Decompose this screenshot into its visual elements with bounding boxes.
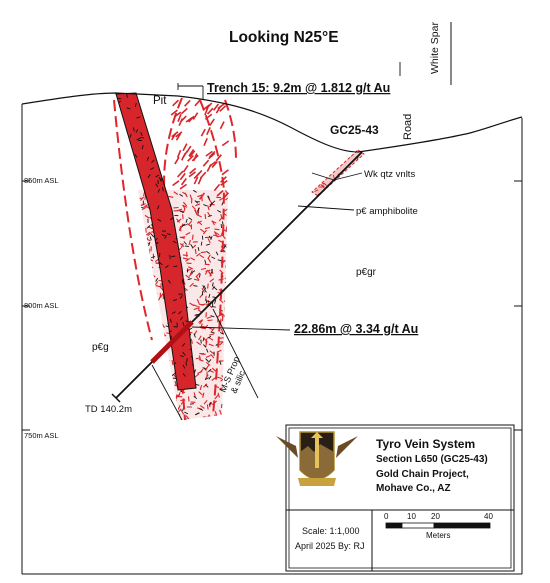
elevation-750: 750m ASL bbox=[24, 431, 59, 440]
scale-tick-10: 10 bbox=[407, 512, 416, 521]
elevation-ticks bbox=[22, 180, 522, 431]
intercept-interval bbox=[150, 320, 194, 364]
amphibolite-label: p€ amphibolite bbox=[356, 206, 418, 217]
scale-tick-20: 20 bbox=[431, 512, 440, 521]
company-logo bbox=[276, 431, 358, 486]
total-depth-label: TD 140.2m bbox=[85, 404, 132, 415]
quartz-veinlets-label: Wk qtz vnlts bbox=[364, 169, 415, 180]
legend-location: Mohave Co., AZ bbox=[376, 483, 451, 494]
white-spar-label: White Spar bbox=[429, 22, 441, 74]
fracture-dashes bbox=[170, 99, 230, 200]
legend-section: Section L650 (GC25-43) bbox=[376, 454, 488, 465]
scale-unit-label: Meters bbox=[426, 531, 450, 540]
intercept-result-label: 22.86m @ 3.34 g/t Au bbox=[294, 322, 418, 336]
legend-title: Tyro Vein System bbox=[376, 437, 475, 451]
trench-result-label: Trench 15: 9.2m @ 1.812 g/t Au bbox=[207, 81, 390, 95]
pit-label: Pit bbox=[153, 95, 167, 107]
gneiss-unit-label: p€g bbox=[92, 342, 109, 353]
granite-unit-label: p€gr bbox=[356, 267, 377, 278]
drill-hole-label: GC25-43 bbox=[330, 123, 379, 137]
legend-scale: Scale: 1:1,000 bbox=[302, 526, 360, 536]
main-vein bbox=[115, 92, 197, 391]
road-label: Road bbox=[402, 114, 414, 140]
title-block: Tyro Vein System Section L650 (GC25-43) … bbox=[276, 424, 515, 572]
topography-line bbox=[21, 92, 523, 153]
legend-project: Gold Chain Project, bbox=[376, 469, 469, 480]
scale-tick-40: 40 bbox=[484, 512, 493, 521]
scale-bar: 0 10 20 40 Meters bbox=[384, 512, 493, 540]
leader-lines bbox=[151, 62, 401, 421]
legend-date-author: April 2025 By: RJ bbox=[295, 541, 365, 551]
view-direction-title: Looking N25°E bbox=[229, 29, 339, 46]
scale-tick-0: 0 bbox=[384, 512, 389, 521]
elevation-850: 850m ASL bbox=[24, 176, 59, 185]
elevation-800: 800m ASL bbox=[24, 301, 59, 310]
section-frame bbox=[21, 104, 523, 575]
